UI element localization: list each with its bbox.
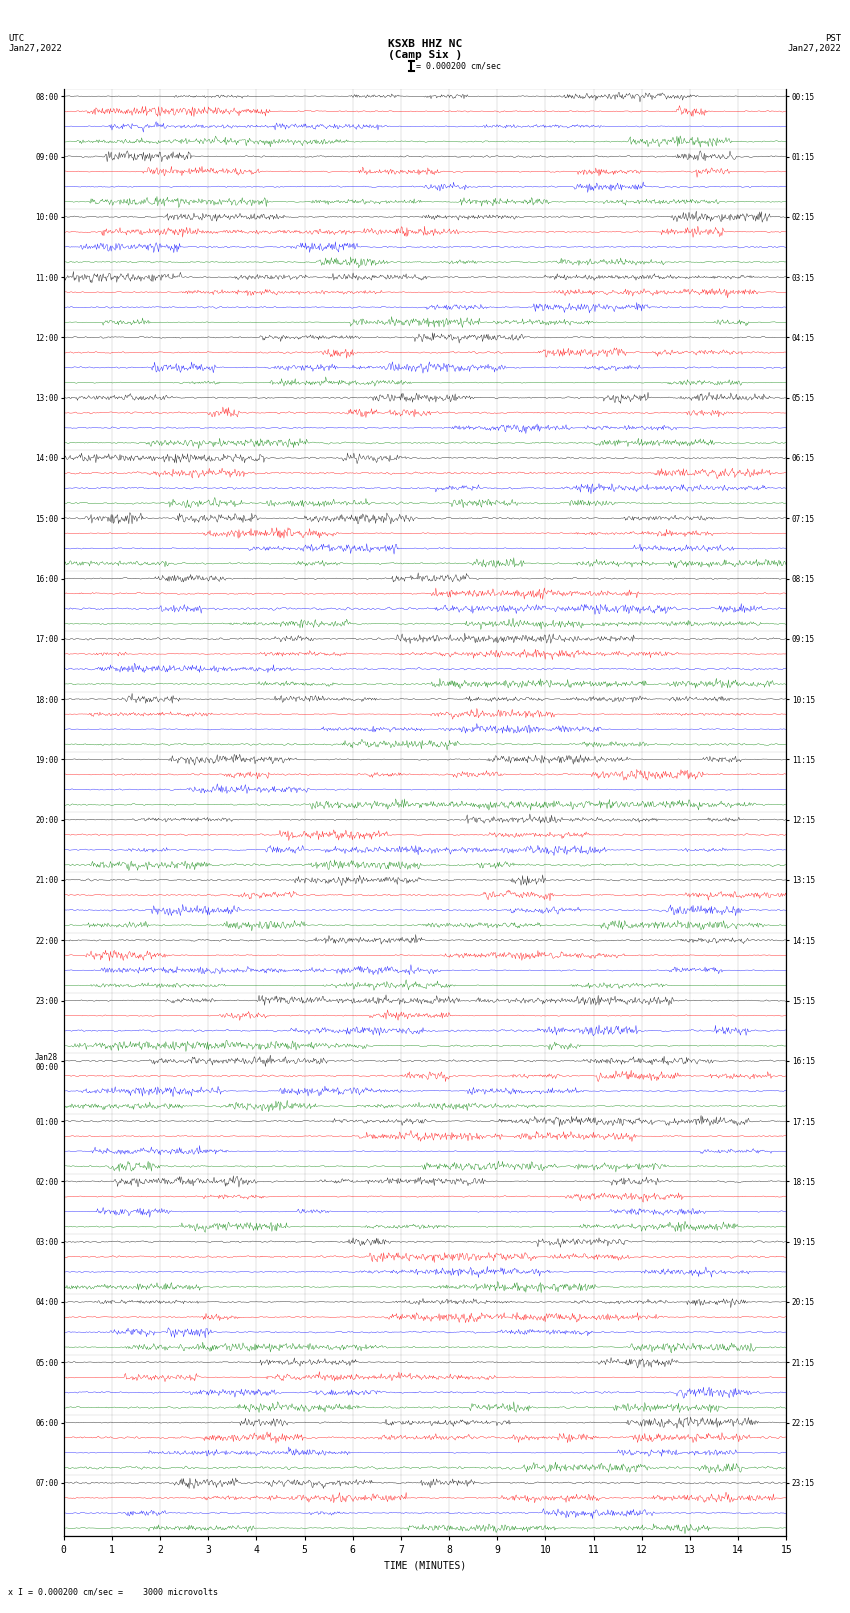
Text: = 0.000200 cm/sec: = 0.000200 cm/sec bbox=[416, 61, 502, 71]
Text: UTC: UTC bbox=[8, 34, 25, 44]
Text: (Camp Six ): (Camp Six ) bbox=[388, 50, 462, 60]
Text: Jan27,2022: Jan27,2022 bbox=[788, 44, 842, 53]
Text: Jan27,2022: Jan27,2022 bbox=[8, 44, 62, 53]
Text: PST: PST bbox=[825, 34, 842, 44]
X-axis label: TIME (MINUTES): TIME (MINUTES) bbox=[384, 1560, 466, 1569]
Text: KSXB HHZ NC: KSXB HHZ NC bbox=[388, 39, 462, 48]
Text: x I = 0.000200 cm/sec =    3000 microvolts: x I = 0.000200 cm/sec = 3000 microvolts bbox=[8, 1587, 218, 1597]
